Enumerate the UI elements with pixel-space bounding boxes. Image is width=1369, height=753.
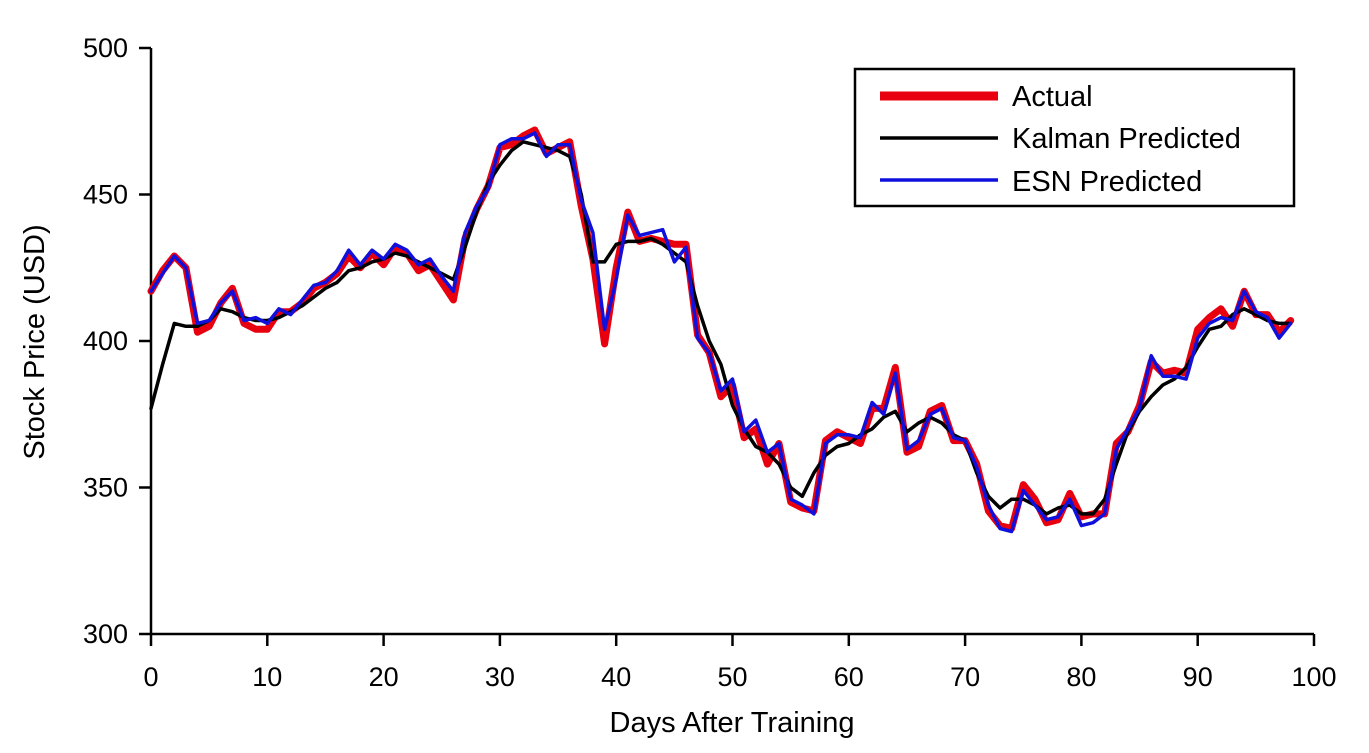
- series-line-kalman: [149, 140, 1293, 516]
- x-tick-label: 40: [601, 662, 631, 692]
- y-tick-label: 450: [83, 180, 128, 210]
- legend: Actual Kalman Predicted ESN Predicted: [853, 67, 1296, 208]
- x-tick-label: 100: [1291, 662, 1336, 692]
- x-tick-label: 90: [1183, 662, 1213, 692]
- y-tick-label: 400: [83, 326, 128, 356]
- x-tick-label: 60: [834, 662, 864, 692]
- y-axis-label: Stock Price (USD): [19, 224, 51, 459]
- legend-label-actual: Actual: [1012, 81, 1093, 113]
- x-axis-label: Days After Training: [610, 707, 855, 739]
- series-layer: [147, 126, 1295, 534]
- legend-label-esn: ESN Predicted: [1012, 166, 1202, 198]
- y-tick-label: 500: [83, 33, 128, 63]
- x-tick-label: 80: [1066, 662, 1096, 692]
- x-tick-label: 50: [717, 662, 747, 692]
- x-tick-label: 30: [485, 662, 515, 692]
- series-line-actual: [147, 126, 1295, 532]
- x-tick-label: 20: [369, 662, 399, 692]
- y-tick-label: 350: [83, 473, 128, 503]
- x-tick-label: 10: [252, 662, 282, 692]
- axes: 300 350 400 450 500 0 10 20 30 40 50 60 70 80 90 100: [83, 33, 1337, 692]
- series-line-esn: [149, 131, 1293, 534]
- x-tick-label: 70: [950, 662, 980, 692]
- legend-label-kalman: Kalman Predicted: [1012, 123, 1241, 155]
- x-tick-label: 0: [143, 662, 158, 692]
- y-tick-label: 300: [83, 619, 128, 649]
